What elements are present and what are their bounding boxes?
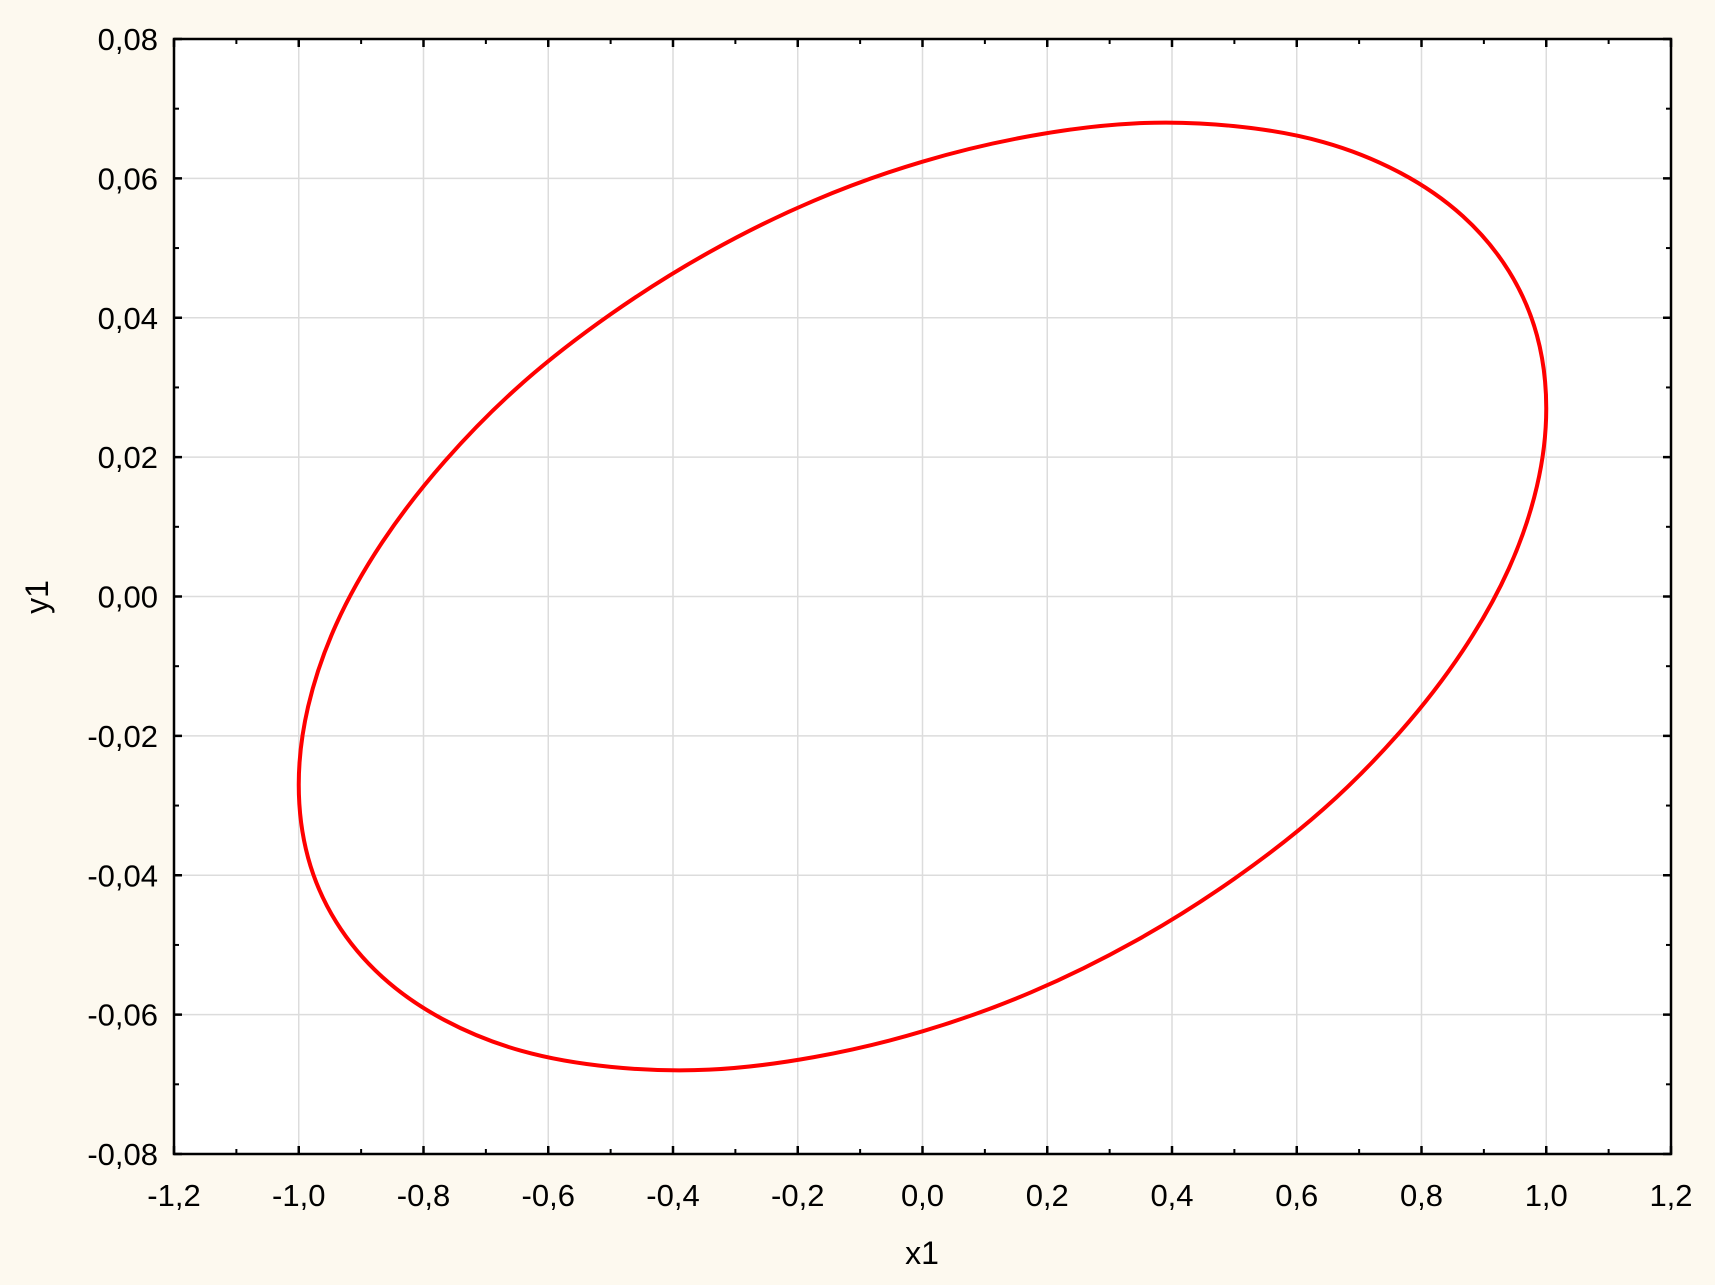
y-tick-label: -0,02 — [87, 719, 158, 754]
plot-frame — [172, 37, 1673, 1156]
x-tick-label: 0,8 — [1400, 1178, 1443, 1213]
y-tick-label: -0,06 — [87, 998, 158, 1033]
y-tick-label: -0,08 — [87, 1137, 158, 1172]
x-tick-label: 1,0 — [1525, 1178, 1568, 1213]
y-tick-label: 0,06 — [98, 161, 158, 196]
series — [296, 120, 1549, 1073]
y-tick-label: 0,08 — [98, 22, 158, 57]
x-tick-label: -1,0 — [272, 1178, 325, 1213]
x-tick-label: 0,4 — [1150, 1178, 1193, 1213]
y-tick-label: 0,00 — [98, 580, 158, 615]
y-tick-label: -0,04 — [87, 858, 158, 893]
x-tick-label: -0,8 — [397, 1178, 450, 1213]
x-tick-label: 0,0 — [901, 1178, 944, 1213]
x-tick-label: -0,6 — [522, 1178, 575, 1213]
ellipse-curve — [296, 120, 1549, 1073]
y-tick-label: 0,02 — [98, 440, 158, 475]
x-axis-label: x1 — [905, 1235, 939, 1271]
grid — [174, 39, 1671, 1154]
x-tick-label: 0,2 — [1026, 1178, 1069, 1213]
x-tick-label: -0,2 — [771, 1178, 824, 1213]
x-tick-label: 1,2 — [1649, 1178, 1692, 1213]
y-tick-label: 0,04 — [98, 301, 158, 336]
tick-labels: -1,2 -1,0 -0,8 -0,6 -0,4 -0,2 0,0 0,2 0,4 0,6 0,8 1… — [87, 22, 1692, 1213]
x-tick-label: -1,2 — [147, 1178, 200, 1213]
x-tick-label: 0,6 — [1275, 1178, 1318, 1213]
x-tick-label: -0,4 — [646, 1178, 699, 1213]
y-axis-label: y1 — [19, 580, 55, 614]
